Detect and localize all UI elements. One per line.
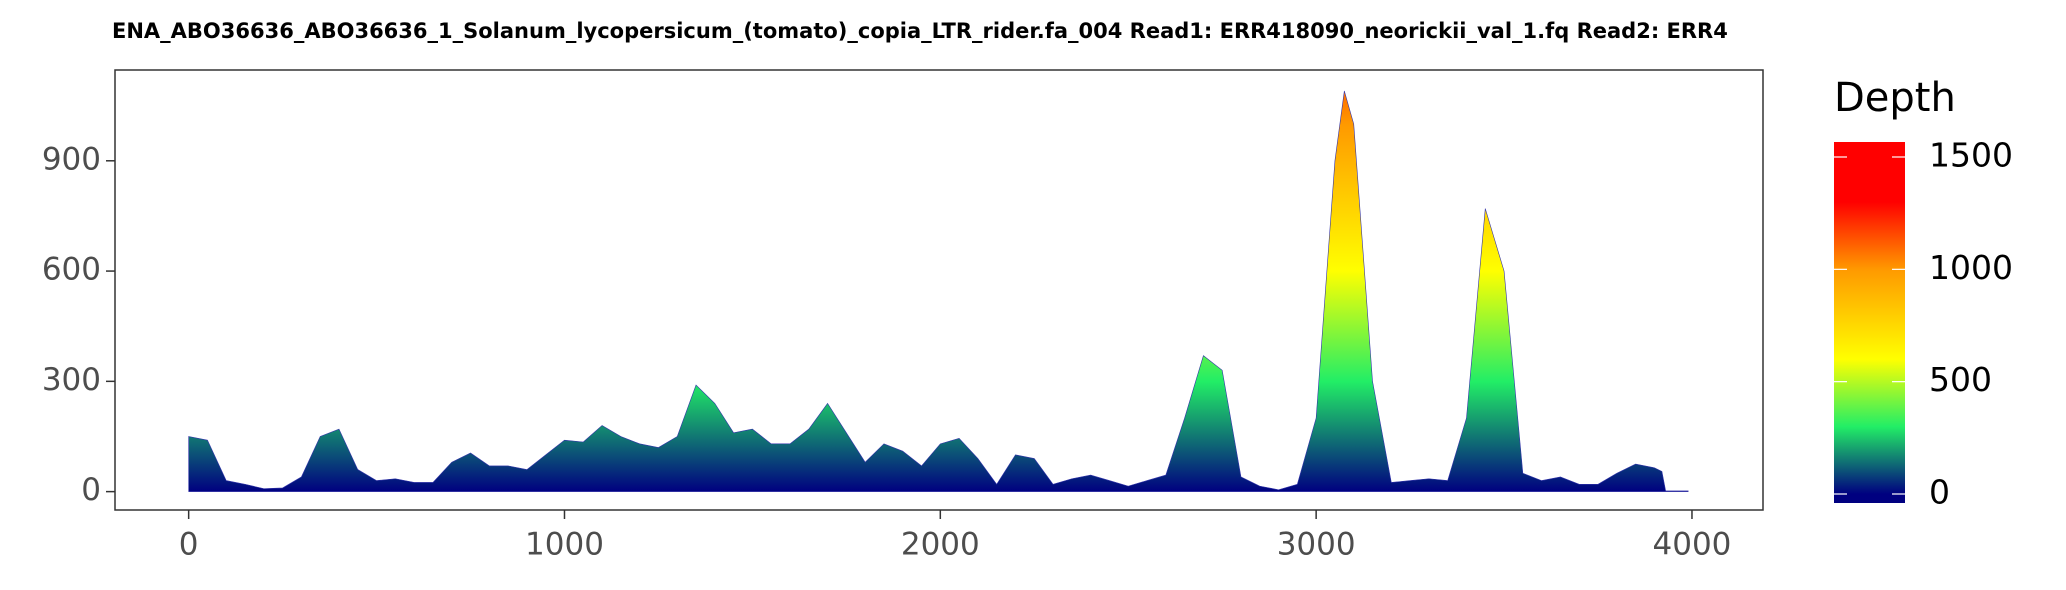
colorbar-label: 1500 — [1929, 136, 2013, 175]
colorbar-label: 1000 — [1929, 248, 2013, 287]
y-tick-label: 0 — [81, 472, 101, 508]
panel-border — [114, 69, 1764, 511]
y-tick-label: 600 — [42, 252, 101, 288]
legend-title: Depth — [1834, 75, 1956, 121]
x-tick-label: 2000 — [901, 527, 980, 563]
colorbar-label: 0 — [1929, 473, 1950, 512]
y-tick-label: 300 — [42, 362, 101, 398]
x-tick-label: 4000 — [1653, 527, 1732, 563]
x-tick-label: 1000 — [525, 527, 604, 563]
x-tick-label: 3000 — [1277, 527, 1356, 563]
x-tick-label: 0 — [179, 527, 199, 563]
depth-area — [188, 90, 1689, 492]
chart-title: ENA_ABO36636_ABO36636_1_Solanum_lycopers… — [112, 19, 1728, 43]
colorbar-label: 500 — [1929, 360, 1992, 399]
colorbar — [1834, 142, 1905, 503]
y-tick-label: 900 — [42, 141, 101, 177]
